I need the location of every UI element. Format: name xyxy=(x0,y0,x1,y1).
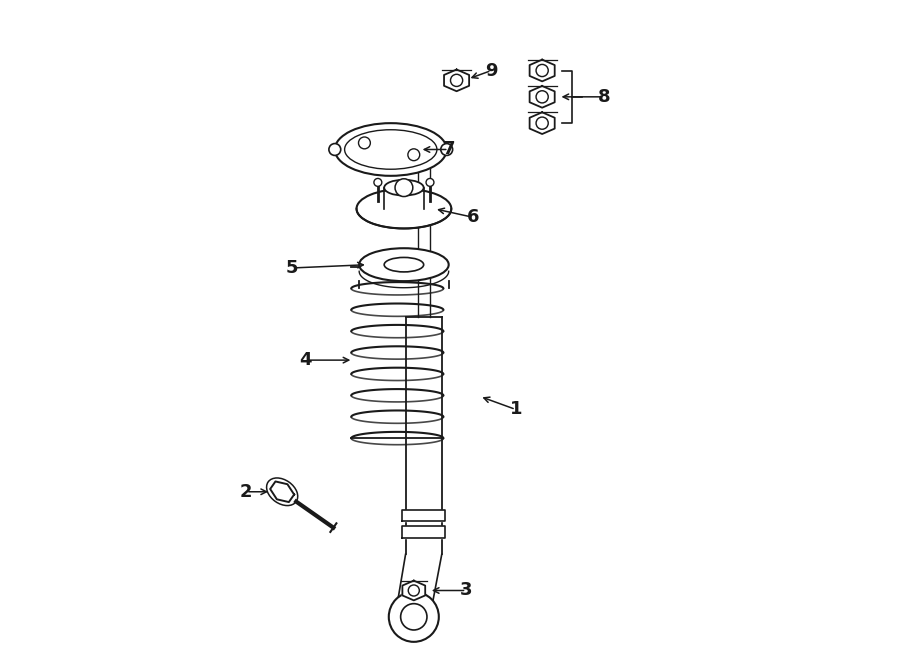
Circle shape xyxy=(395,178,413,196)
Polygon shape xyxy=(406,317,442,555)
Ellipse shape xyxy=(356,189,451,229)
Polygon shape xyxy=(529,59,554,81)
Ellipse shape xyxy=(384,180,424,196)
Text: 5: 5 xyxy=(286,259,298,277)
Ellipse shape xyxy=(359,249,449,281)
Circle shape xyxy=(408,149,419,161)
Text: 9: 9 xyxy=(485,61,498,79)
Circle shape xyxy=(389,592,439,642)
Circle shape xyxy=(374,178,382,186)
Text: 2: 2 xyxy=(239,483,252,501)
Ellipse shape xyxy=(328,143,341,155)
Circle shape xyxy=(409,585,419,596)
Circle shape xyxy=(536,64,548,77)
Text: 1: 1 xyxy=(509,401,522,418)
Circle shape xyxy=(536,117,548,130)
Polygon shape xyxy=(402,580,425,600)
Text: 4: 4 xyxy=(299,351,311,369)
Circle shape xyxy=(426,178,434,186)
Text: 3: 3 xyxy=(460,582,473,600)
Ellipse shape xyxy=(441,143,453,155)
Polygon shape xyxy=(529,112,554,134)
Text: 8: 8 xyxy=(598,88,611,106)
Ellipse shape xyxy=(384,257,424,272)
Circle shape xyxy=(536,91,548,103)
Circle shape xyxy=(400,603,427,630)
Ellipse shape xyxy=(335,123,446,176)
Text: 6: 6 xyxy=(467,208,480,226)
Circle shape xyxy=(451,74,463,87)
Polygon shape xyxy=(402,526,445,538)
Polygon shape xyxy=(402,510,445,522)
Circle shape xyxy=(358,137,371,149)
Polygon shape xyxy=(529,86,554,108)
Text: 7: 7 xyxy=(443,141,454,159)
Polygon shape xyxy=(270,481,294,502)
Polygon shape xyxy=(444,69,469,91)
